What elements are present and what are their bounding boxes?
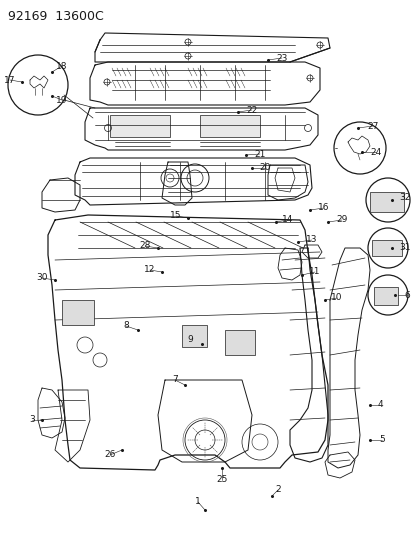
Text: 10: 10: [330, 294, 342, 303]
Text: 11: 11: [309, 268, 320, 277]
Text: 16: 16: [318, 204, 329, 213]
Bar: [62, 300, 94, 325]
Text: 26: 26: [104, 450, 115, 459]
Text: 13: 13: [306, 236, 317, 245]
Bar: [371, 240, 401, 256]
Text: 8: 8: [123, 321, 128, 330]
Text: 31: 31: [398, 244, 410, 253]
Text: 23: 23: [275, 53, 287, 62]
Text: 1: 1: [195, 497, 200, 506]
Text: 4: 4: [376, 400, 382, 409]
Text: 24: 24: [370, 148, 381, 157]
Bar: [199, 115, 259, 137]
Text: 18: 18: [56, 61, 68, 70]
Text: 17: 17: [4, 76, 16, 85]
Text: 29: 29: [335, 215, 347, 224]
Text: 30: 30: [36, 273, 47, 282]
Text: 32: 32: [399, 193, 410, 203]
Text: 3: 3: [29, 416, 35, 424]
Bar: [182, 325, 206, 347]
Text: 6: 6: [403, 290, 409, 300]
Bar: [369, 192, 403, 212]
Text: 14: 14: [282, 215, 293, 224]
Bar: [224, 330, 254, 355]
Text: 7: 7: [172, 376, 178, 384]
Text: 2: 2: [275, 486, 280, 495]
Text: 20: 20: [259, 164, 270, 173]
Text: 21: 21: [254, 149, 265, 158]
Text: 19: 19: [56, 95, 68, 104]
Bar: [110, 115, 170, 137]
Text: 25: 25: [216, 475, 227, 484]
Text: 9: 9: [187, 335, 192, 344]
Text: 92169  13600C: 92169 13600C: [8, 10, 104, 23]
Text: 5: 5: [378, 435, 384, 445]
Text: 22: 22: [246, 106, 257, 115]
Text: 28: 28: [139, 241, 150, 251]
Bar: [373, 287, 397, 305]
Text: 27: 27: [366, 122, 378, 131]
Text: 12: 12: [144, 265, 155, 274]
Text: 15: 15: [170, 212, 181, 221]
